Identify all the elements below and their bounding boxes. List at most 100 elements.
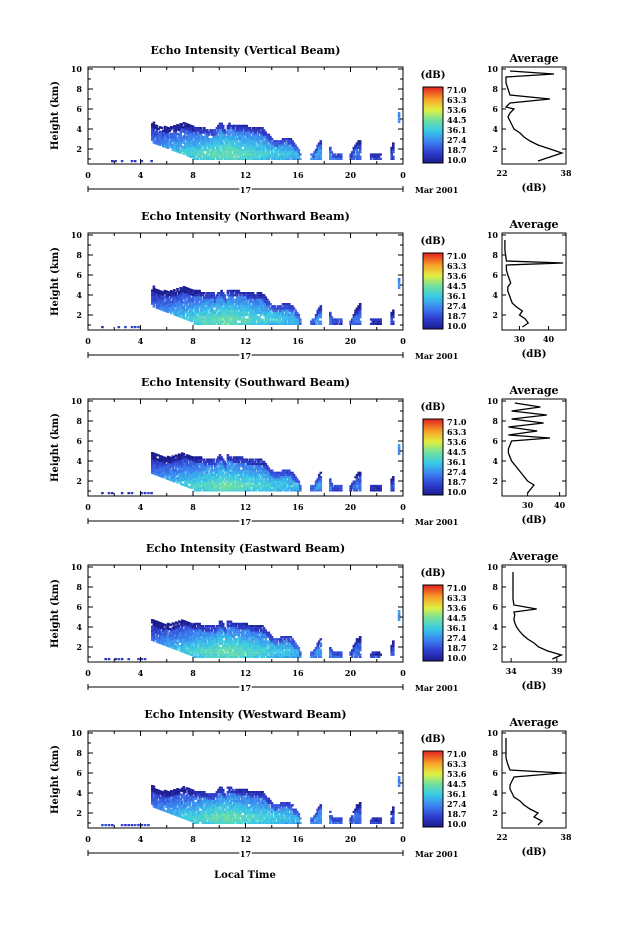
heatmap-cell <box>179 311 182 314</box>
heatmap-cell <box>173 623 176 626</box>
heatmap-cell <box>317 146 321 149</box>
heatmap-cell <box>199 627 203 630</box>
heatmap-cell <box>209 144 212 147</box>
heatmap-cell <box>187 132 190 135</box>
heatmap-cell <box>223 307 226 310</box>
heatmap-cell <box>374 487 378 490</box>
heatmap-cell <box>278 307 282 310</box>
heatmap-cell <box>264 305 267 308</box>
heatmap-cell <box>225 146 228 149</box>
heatmap-cell <box>190 486 193 489</box>
heatmap-cell <box>201 142 204 145</box>
heatmap-cell <box>168 127 171 130</box>
heatmap-cell <box>247 138 250 141</box>
heatmap-cell <box>207 467 211 470</box>
heatmap-cell <box>291 140 294 143</box>
heatmap-cell <box>264 155 267 158</box>
heatmap-cell <box>215 155 219 158</box>
heatmap-cell <box>152 468 156 471</box>
heatmap-cell <box>218 454 222 457</box>
heatmap-cell <box>247 642 250 645</box>
heatmap-cell <box>171 640 175 643</box>
heatmap-cell <box>162 129 165 132</box>
heatmap-cell <box>193 638 197 641</box>
heatmap-cell <box>355 151 359 154</box>
heatmap-cell <box>223 462 226 466</box>
heatmap-cell <box>310 320 313 323</box>
heatmap-cell <box>247 131 250 134</box>
heatmap-cell <box>234 655 238 658</box>
heatmap-cell <box>206 138 209 141</box>
heatmap-cell <box>218 149 222 152</box>
heatmap-cell <box>262 296 266 299</box>
heatmap-cell <box>223 655 226 658</box>
heatmap-cell <box>204 462 208 466</box>
heatmap-cell <box>185 623 189 626</box>
heatmap-cell <box>288 473 291 477</box>
heatmap-cell <box>272 305 275 308</box>
heatmap-cell <box>203 127 206 130</box>
heatmap-cell <box>228 149 231 152</box>
heatmap-cell <box>196 320 200 323</box>
heatmap-cell <box>256 480 260 483</box>
heatmap-cell <box>267 300 271 303</box>
heatmap-cell <box>371 484 375 488</box>
heatmap-cell <box>218 292 222 295</box>
heatmap-cell <box>210 629 214 632</box>
heatmap-cell <box>269 484 272 488</box>
heatmap-cell <box>250 322 253 325</box>
heatmap-cell <box>253 484 256 488</box>
heatmap-cell <box>203 320 206 323</box>
heatmap-cell <box>229 651 233 654</box>
heatmap-cell <box>267 318 271 321</box>
heatmap-cell <box>179 629 182 632</box>
heatmap-cell <box>284 320 288 323</box>
heatmap-cell <box>245 633 249 636</box>
heatmap-cell <box>329 316 332 319</box>
heatmap-cell <box>289 155 293 158</box>
heatmap-cell <box>277 322 280 325</box>
heatmap-cell <box>243 644 247 647</box>
heatmap-cell <box>259 146 263 149</box>
heatmap-cell <box>207 318 211 321</box>
heatmap-cell <box>248 135 252 138</box>
heatmap-cell <box>392 478 395 481</box>
heatmap-cell <box>177 301 181 304</box>
heatmap-cell <box>166 310 170 313</box>
heatmap-cell <box>130 326 134 329</box>
heatmap-cell <box>229 314 233 317</box>
heatmap-cell <box>223 473 226 477</box>
heatmap-cell <box>163 634 167 637</box>
heatmap-cell <box>247 482 250 485</box>
heatmap-cell <box>232 318 236 321</box>
heatmap-cell <box>269 478 272 481</box>
heatmap-cell <box>184 644 187 647</box>
heatmap-cell <box>160 295 163 298</box>
heatmap-cell <box>291 144 294 147</box>
heatmap-cell <box>228 316 231 319</box>
heatmap-cell <box>188 146 192 149</box>
heatmap-cell <box>251 644 255 647</box>
heatmap-cell <box>168 458 171 461</box>
heatmap-cell <box>288 471 291 474</box>
heatmap-cell <box>196 647 200 650</box>
heatmap-cell <box>355 149 359 152</box>
heatmap-cell <box>180 621 184 624</box>
heatmap-cell <box>210 638 214 641</box>
heatmap-cell <box>264 138 267 141</box>
heatmap-cell <box>196 627 200 630</box>
heatmap-cell <box>256 296 260 299</box>
heatmap-cell <box>267 322 271 325</box>
heatmap-cell <box>231 644 234 647</box>
heatmap-cell <box>243 307 247 310</box>
heatmap-cell <box>226 465 230 468</box>
heatmap-cell <box>329 146 332 149</box>
heatmap-cell <box>212 473 215 477</box>
heatmap-cell <box>250 478 253 481</box>
heatmap-cell <box>152 637 156 640</box>
heatmap-cell <box>242 318 245 321</box>
heatmap-cell <box>180 470 184 473</box>
heatmap-cell <box>277 480 280 483</box>
heatmap-cell <box>199 469 203 472</box>
heatmap-cell <box>281 157 285 160</box>
